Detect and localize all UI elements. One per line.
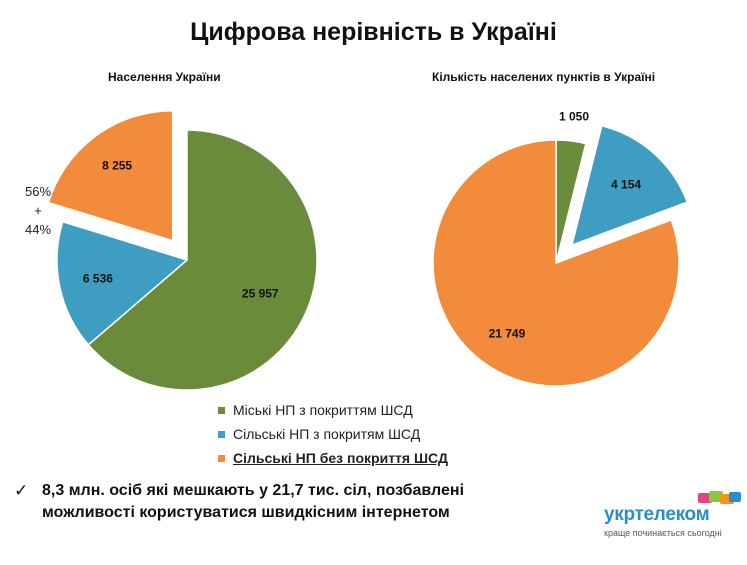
- speech-bubbles-icon: [698, 491, 741, 504]
- ratio-note: 56% + 44%: [18, 182, 58, 239]
- takeaway-text: 8,3 млн. осіб які мешкають у 21,7 тис. с…: [42, 482, 465, 521]
- population-slice-rural-covered: [56, 220, 189, 346]
- settlements-slice-rural-covered: [570, 124, 689, 247]
- legend-swatch-rural-uncovered: [218, 454, 225, 462]
- population-slice-urban: [87, 129, 318, 391]
- legend-label-rural-covered: Сільські НП з покритям ШСД: [233, 426, 421, 442]
- population-slice-rural-uncovered: [47, 109, 174, 242]
- right-chart-title: Кількість населених пунктів в Україні: [432, 70, 656, 84]
- legend-item-urban: Міські НП з покриттям ШСД: [218, 398, 448, 422]
- settlements-label-rural-covered: 4 154: [611, 178, 641, 192]
- check-icon: ✓: [14, 481, 29, 500]
- legend-swatch-rural-covered: [218, 430, 225, 438]
- settlements-slice-urban: [555, 139, 587, 264]
- chart-legend: Міські НП з покриттям ШСД Сільські НП з …: [218, 398, 448, 470]
- left-chart-title: Населення України: [108, 70, 221, 84]
- ratio-sep: +: [34, 203, 42, 218]
- pie-charts: 25 957 6 536 8 255 1 050 4 154 21 749: [47, 109, 689, 391]
- ukrtelecom-logo: укртелеком краще починається сьогодні: [596, 490, 746, 550]
- takeaway: ✓ 8,3 млн. осіб які мешкають у 21,7 тис.…: [14, 480, 522, 524]
- legend-item-rural-covered: Сільські НП з покритям ШСД: [218, 422, 448, 446]
- population-label-rural-uncovered: 8 255: [102, 158, 132, 172]
- logo-wordmark: укртелеком: [604, 504, 710, 525]
- settlements-label-rural-uncovered: 21 749: [489, 327, 526, 341]
- settlements-label-urban: 1 050: [559, 110, 589, 124]
- legend-swatch-urban: [218, 406, 225, 414]
- legend-label-rural-uncovered: Сільські НП без покриття ШСД: [233, 450, 448, 466]
- ratio-top: 56%: [24, 184, 52, 199]
- legend-label-urban: Міські НП з покриттям ШСД: [233, 402, 413, 418]
- logo-tagline: краще починається сьогодні: [604, 528, 722, 538]
- legend-item-rural-uncovered: Сільські НП без покриття ШСД: [218, 446, 448, 470]
- slide-title: Цифрова нерівність в Україні: [190, 18, 557, 46]
- settlements-slice-rural-uncovered: [432, 139, 680, 387]
- population-label-rural-covered: 6 536: [83, 272, 113, 286]
- ratio-bottom: 44%: [24, 222, 52, 237]
- population-label-urban: 25 957: [242, 287, 279, 301]
